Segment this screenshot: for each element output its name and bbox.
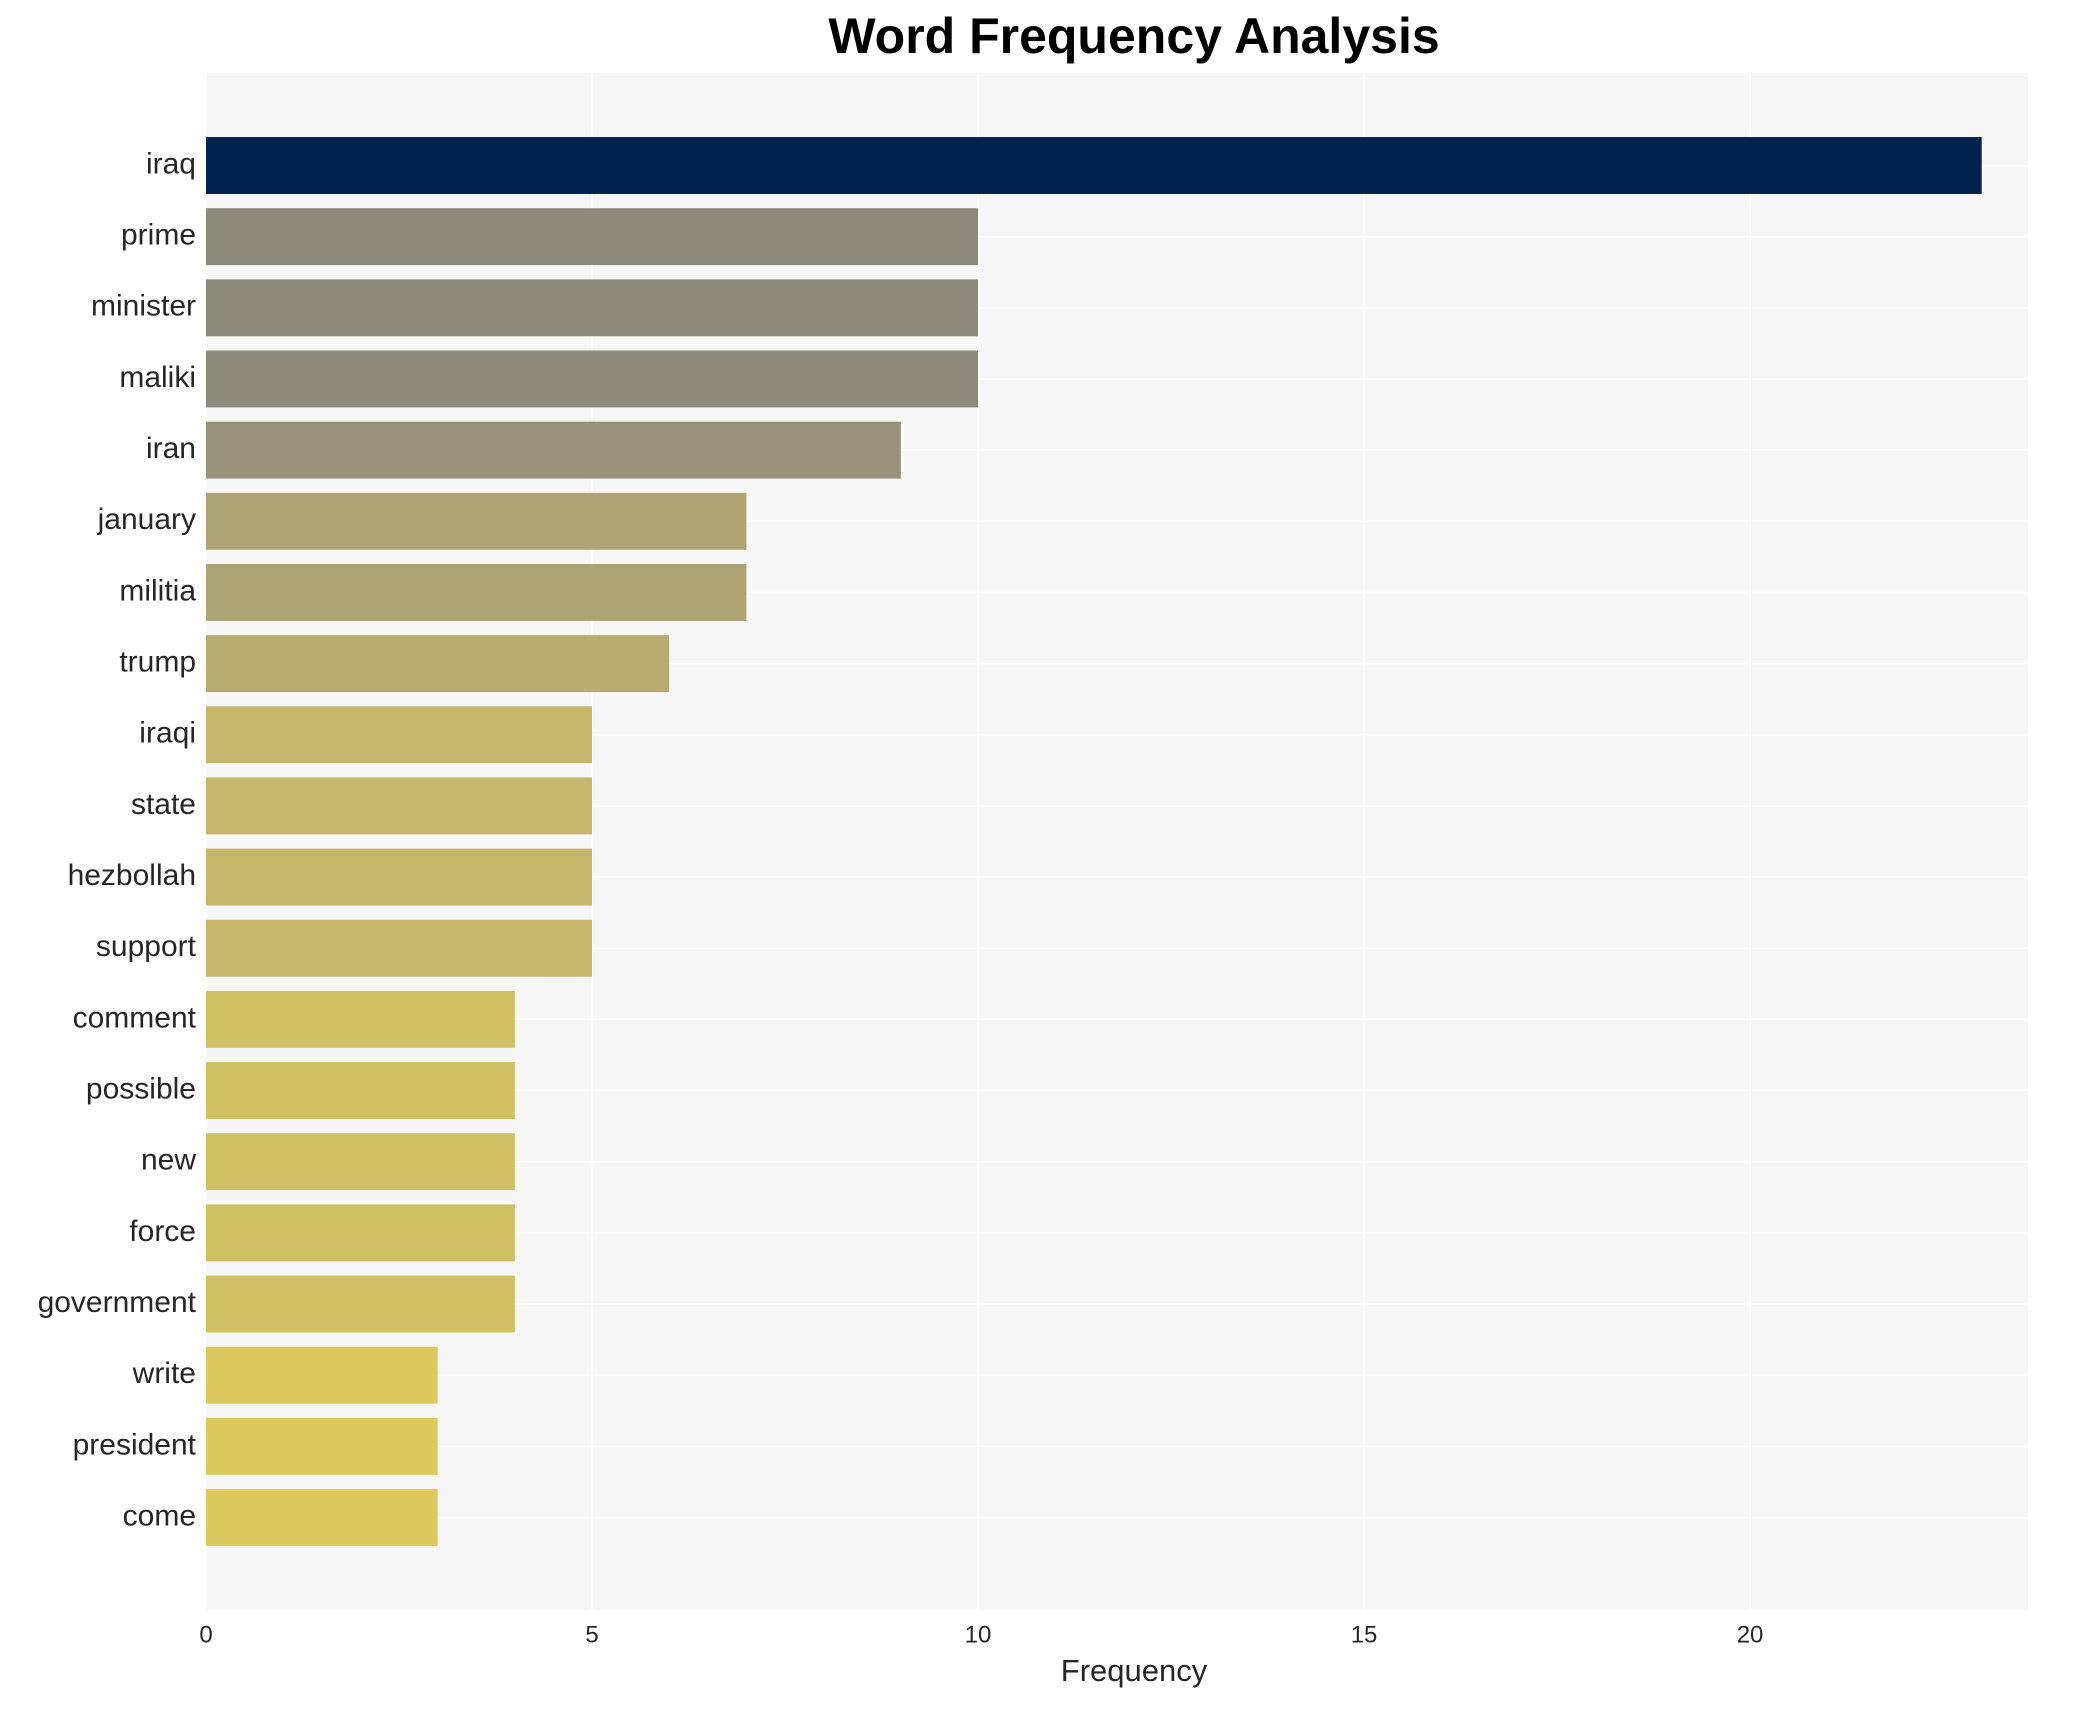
bar xyxy=(206,1133,515,1191)
y-tick-label: militia xyxy=(119,574,196,607)
y-tick-label: minister xyxy=(91,290,196,323)
bar xyxy=(206,1346,438,1404)
y-tick-label: hezbollah xyxy=(68,859,196,892)
y-tick-label: force xyxy=(129,1215,196,1248)
y-tick-label: comment xyxy=(73,1001,197,1034)
bar xyxy=(206,706,593,764)
bar xyxy=(206,350,979,408)
y-tick-label: president xyxy=(73,1428,197,1461)
y-tick-label: trump xyxy=(119,646,196,679)
bar xyxy=(206,919,593,977)
y-tick-label: maliki xyxy=(119,361,196,394)
bar xyxy=(206,635,670,693)
chart-title: Word Frequency Analysis xyxy=(828,8,1439,64)
x-tick-label: 0 xyxy=(199,1621,212,1648)
x-tick-label: 10 xyxy=(965,1621,992,1648)
bar xyxy=(206,1204,515,1262)
y-tick-label: new xyxy=(141,1144,196,1177)
bar xyxy=(206,1062,515,1120)
y-tick-label: write xyxy=(132,1357,196,1390)
x-tick-label: 15 xyxy=(1351,1621,1378,1648)
bar xyxy=(206,777,593,835)
bar xyxy=(206,1489,438,1546)
y-tick-label: prime xyxy=(121,219,196,252)
x-axis-label: Frequency xyxy=(1061,1653,1208,1688)
y-tick-label: iraq xyxy=(146,147,196,180)
y-tick-label: state xyxy=(131,788,196,821)
y-tick-label: support xyxy=(96,930,197,963)
y-tick-label: iraqi xyxy=(139,717,196,750)
bar xyxy=(206,137,1982,194)
bar xyxy=(206,208,979,266)
y-tick-label: iran xyxy=(146,432,196,465)
bar xyxy=(206,1275,515,1333)
y-tick-label: come xyxy=(123,1499,196,1532)
bar xyxy=(206,279,979,337)
bar xyxy=(206,421,901,479)
bar xyxy=(206,492,747,550)
bar xyxy=(206,563,747,621)
y-tick-label: january xyxy=(97,503,196,536)
x-tick-label: 5 xyxy=(585,1621,598,1648)
bar xyxy=(206,990,515,1048)
y-tick-label: possible xyxy=(86,1072,196,1105)
bar xyxy=(206,848,593,906)
y-tick-label: government xyxy=(38,1286,197,1319)
x-tick-label: 20 xyxy=(1737,1621,1764,1648)
bar xyxy=(206,1417,438,1475)
